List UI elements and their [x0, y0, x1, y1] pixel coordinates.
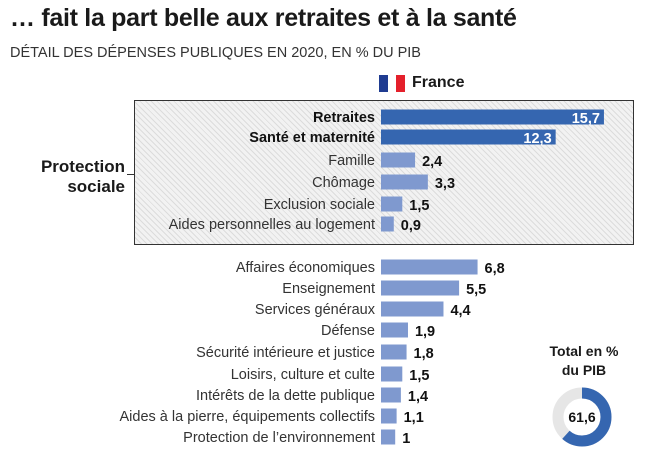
legend: France — [379, 73, 464, 93]
group-label-line1: Protection — [40, 157, 125, 176]
flag-stripe-red — [396, 74, 406, 92]
group-connector-line — [127, 174, 135, 175]
value-label-9: 1,9 — [415, 324, 435, 340]
bar-13 — [381, 408, 397, 424]
group-label-line2: sociale — [67, 177, 125, 196]
value-label-2: 2,4 — [422, 154, 442, 170]
total-donut-chart: 61,6 — [552, 387, 612, 447]
category-label-2: Famille — [328, 153, 375, 169]
bar-7 — [381, 280, 460, 296]
bar-1 — [381, 129, 556, 145]
value-label-4: 1,5 — [409, 198, 429, 214]
category-label-8: Services généraux — [255, 302, 376, 318]
category-label-11: Loisirs, culture et culte — [231, 367, 375, 383]
value-label-14: 1 — [402, 431, 410, 447]
total-label-line1: Total en % — [549, 343, 619, 359]
bar-10 — [381, 344, 407, 360]
chart-title: … fait la part belle aux retraites et à … — [10, 4, 517, 32]
bar-0 — [381, 109, 604, 125]
france-flag-icon — [379, 74, 406, 92]
flag-stripe-white — [387, 74, 397, 92]
value-label-1: 12,3 — [523, 131, 551, 147]
value-label-5: 0,9 — [401, 218, 421, 234]
value-label-10: 1,8 — [414, 346, 434, 362]
value-label-7: 5,5 — [466, 282, 486, 298]
bar-8 — [381, 301, 444, 317]
category-label-10: Sécurité intérieure et justice — [196, 345, 375, 361]
bar-14 — [381, 429, 396, 445]
legend-label: France — [412, 74, 465, 91]
value-label-6: 6,8 — [485, 261, 505, 277]
donut-filled-arc — [552, 387, 612, 447]
category-label-3: Chômage — [312, 175, 375, 191]
value-label-11: 1,5 — [409, 368, 429, 384]
category-label-4: Exclusion sociale — [264, 197, 375, 213]
value-label-13: 1,1 — [404, 410, 424, 426]
value-label-0: 15,7 — [572, 111, 600, 127]
category-label-7: Enseignement — [282, 281, 375, 297]
flag-stripe-blue — [379, 74, 388, 92]
category-label-12: Intérêts de la dette publique — [196, 388, 375, 404]
value-label-12: 1,4 — [408, 389, 428, 405]
category-label-1: Santé et maternité — [249, 130, 375, 146]
category-label-13: Aides à la pierre, équipements collectif… — [120, 409, 376, 425]
total-value: 61,6 — [568, 409, 595, 425]
bar-3 — [381, 174, 428, 190]
total-label: Total en % du PIB — [534, 342, 634, 380]
category-label-5: Aides personnelles au logement — [169, 217, 375, 233]
bar-6 — [381, 259, 478, 275]
category-label-6: Affaires économiques — [236, 260, 375, 276]
category-label-0: Retraites — [313, 110, 375, 126]
protection-sociale-group-label: Protection sociale — [0, 157, 125, 197]
bar-11 — [381, 366, 403, 382]
chart-subtitle: DÉTAIL DES DÉPENSES PUBLIQUES EN 2020, E… — [10, 45, 421, 61]
category-label-14: Protection de l’environnement — [183, 430, 375, 446]
bar-2 — [381, 152, 416, 168]
bar-9 — [381, 322, 408, 338]
total-label-line2: du PIB — [561, 362, 607, 378]
bar-5 — [381, 216, 394, 232]
value-label-3: 3,3 — [435, 176, 455, 192]
bar-4 — [381, 196, 403, 212]
value-label-8: 4,4 — [450, 303, 470, 319]
bar-12 — [381, 387, 401, 403]
category-label-9: Défense — [321, 323, 375, 339]
